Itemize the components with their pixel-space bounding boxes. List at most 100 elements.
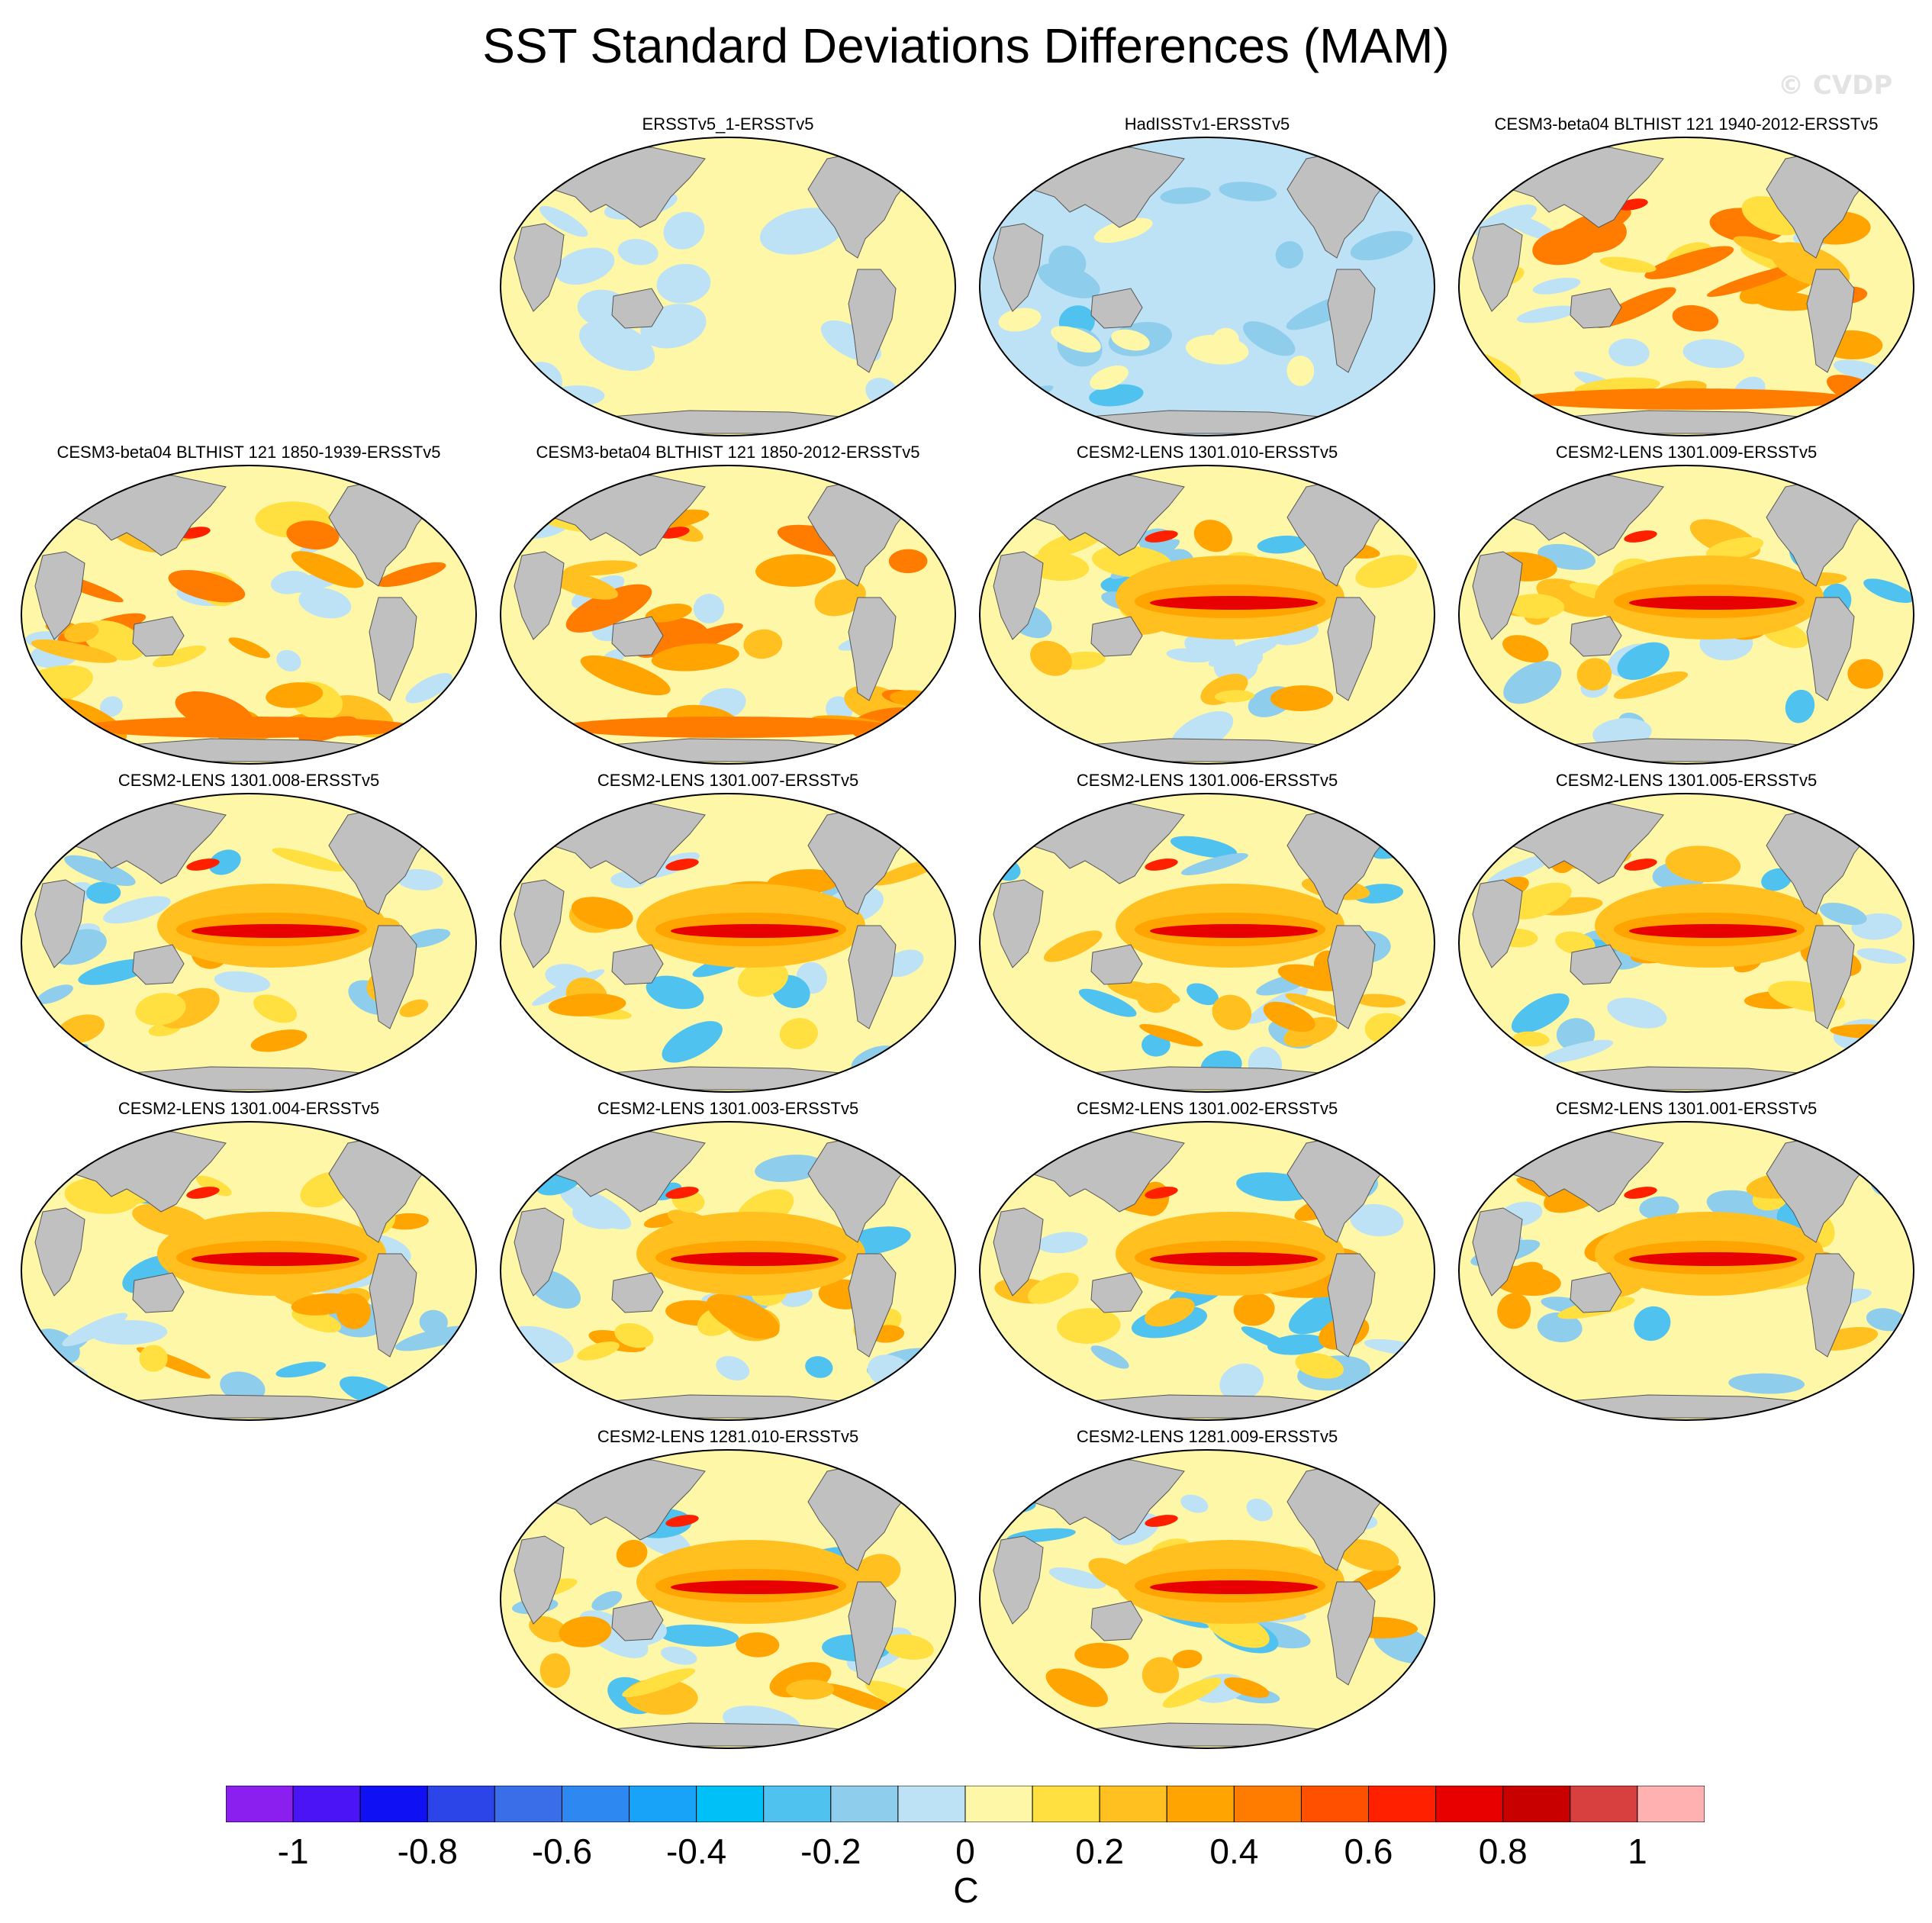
sst-anomaly-blob xyxy=(1532,277,1581,295)
colorbar-tick-label: 0.2 xyxy=(1075,1831,1125,1871)
sst-anomaly-blob xyxy=(1038,528,1105,559)
map-outline xyxy=(979,1121,1435,1421)
land-mask xyxy=(1416,505,1435,552)
colorbar-units: C xyxy=(953,1870,979,1910)
colorbar-swatch xyxy=(1099,1786,1167,1822)
map-panel: CESM2-LENS 1301.003-ERSSTv5 xyxy=(491,1099,964,1427)
kuroshio-hotspot xyxy=(186,1187,220,1199)
sst-anomaly-blob xyxy=(1139,1023,1203,1047)
sst-anomaly-blob xyxy=(1785,689,1815,723)
colorbar-swatch xyxy=(1233,1786,1302,1822)
equatorial-pacific-max xyxy=(1629,596,1797,610)
sst-anomaly-blob xyxy=(1608,338,1650,367)
ocean-field xyxy=(21,794,476,1092)
land-mask xyxy=(1327,1581,1376,1686)
sst-anomaly-blob xyxy=(275,1361,327,1378)
panel-title: ERSSTv5_1-ERSSTv5 xyxy=(642,114,814,134)
robinson-map xyxy=(500,1121,956,1421)
robinson-map xyxy=(979,1121,1435,1421)
land-mask xyxy=(993,879,1044,968)
land-mask xyxy=(611,944,664,985)
land-mask xyxy=(431,1131,459,1167)
sst-anomaly-blob xyxy=(64,855,136,886)
robinson-map xyxy=(979,793,1435,1093)
equatorial-pacific-max xyxy=(671,924,839,938)
sst-anomaly-blob xyxy=(1639,1196,1679,1220)
land-mask xyxy=(1570,944,1622,985)
sst-anomaly-blob xyxy=(396,868,443,891)
sst-anomaly-blob xyxy=(651,643,739,672)
sst-anomaly-blob xyxy=(1263,1001,1315,1032)
sst-anomaly-blob xyxy=(1513,1031,1550,1047)
kuroshio-hotspot xyxy=(1145,1187,1178,1199)
land-mask xyxy=(1472,551,1523,640)
sst-anomaly-blob xyxy=(616,1539,648,1568)
sst-anomaly-blob xyxy=(1074,1642,1129,1669)
sst-anomaly-blob xyxy=(1089,384,1144,407)
panel-title: CESM3-beta04 BLTHIST 121 1850-2012-ERSST… xyxy=(536,443,920,462)
sst-anomaly-blob xyxy=(298,588,352,619)
colorbar-swatch xyxy=(696,1786,765,1822)
panel-title: CESM3-beta04 BLTHIST 121 1850-1939-ERSST… xyxy=(56,443,441,462)
colorbar-tick-label: 0 xyxy=(955,1831,975,1871)
sst-anomaly-blob xyxy=(1246,1498,1273,1522)
sst-anomaly-blob xyxy=(385,1213,429,1230)
sst-anomaly-blob xyxy=(1511,993,1570,1034)
sst-anomaly-blob xyxy=(1706,265,1800,298)
sst-anomaly-blob xyxy=(81,717,417,738)
sst-anomaly-blob xyxy=(1090,1345,1129,1369)
sst-anomaly-blob xyxy=(286,520,340,550)
map-outline xyxy=(979,465,1435,765)
land-mask xyxy=(458,833,476,881)
land-mask xyxy=(1570,288,1622,329)
sst-anomaly-blob xyxy=(394,1325,474,1351)
sst-anomaly-blob xyxy=(253,994,298,1023)
map-outline xyxy=(1458,465,1914,765)
sst-anomaly-blob xyxy=(208,849,241,875)
sst-anomaly-blob xyxy=(1159,359,1195,388)
land-mask xyxy=(611,1600,664,1641)
colorbar-swatch xyxy=(494,1786,562,1822)
land-mask xyxy=(132,616,185,657)
sst-anomaly-blob xyxy=(1093,217,1153,243)
sst-anomaly-blob xyxy=(1212,994,1252,1030)
land-mask xyxy=(1090,1272,1143,1313)
sst-anomaly-blob xyxy=(1819,902,1867,926)
colorbar-tick-label: -1 xyxy=(277,1831,309,1871)
sst-anomaly-blob xyxy=(1051,326,1101,353)
sst-anomaly-blob xyxy=(102,896,171,924)
land-mask xyxy=(458,1161,476,1209)
sst-anomaly-blob xyxy=(1043,930,1103,962)
map-panel: CESM2-LENS 1301.008-ERSSTv5 xyxy=(12,771,485,1099)
land-mask xyxy=(910,1131,939,1167)
land-mask xyxy=(1806,269,1855,373)
sst-anomaly-blob xyxy=(1225,646,1264,670)
map-outline xyxy=(500,1449,956,1749)
sst-anomaly-blob xyxy=(64,622,99,643)
map-panel: CESM2-LENS 1281.010-ERSSTv5 xyxy=(491,1427,964,1755)
land-mask xyxy=(514,223,565,312)
sst-anomaly-blob xyxy=(539,205,588,237)
map-outline xyxy=(979,793,1435,1093)
land-mask xyxy=(611,288,664,329)
land-mask xyxy=(1869,147,1897,182)
land-mask xyxy=(993,551,1044,640)
land-mask xyxy=(514,879,565,968)
sst-anomaly-blob xyxy=(706,1293,780,1339)
sst-anomaly-blob xyxy=(736,1632,780,1657)
sst-anomaly-blob xyxy=(1537,1312,1583,1342)
map-panel: CESM3-beta04 BLTHIST 121 1850-2012-ERSST… xyxy=(491,443,964,771)
robinson-map xyxy=(500,793,956,1093)
sst-anomaly-blob xyxy=(1172,1649,1203,1669)
sst-anomaly-blob xyxy=(1145,1297,1195,1327)
equatorial-pacific-max xyxy=(671,1252,839,1266)
sst-anomaly-blob xyxy=(737,960,789,997)
sst-anomaly-blob xyxy=(1540,1039,1614,1064)
land-mask xyxy=(910,475,939,511)
sst-anomaly-blob xyxy=(548,993,626,1016)
colorbar-tick-label: 1 xyxy=(1628,1831,1647,1871)
sst-anomaly-blob xyxy=(555,247,615,285)
robinson-map xyxy=(21,793,477,1093)
sst-anomaly-blob xyxy=(660,1646,697,1665)
land-mask xyxy=(910,147,939,182)
